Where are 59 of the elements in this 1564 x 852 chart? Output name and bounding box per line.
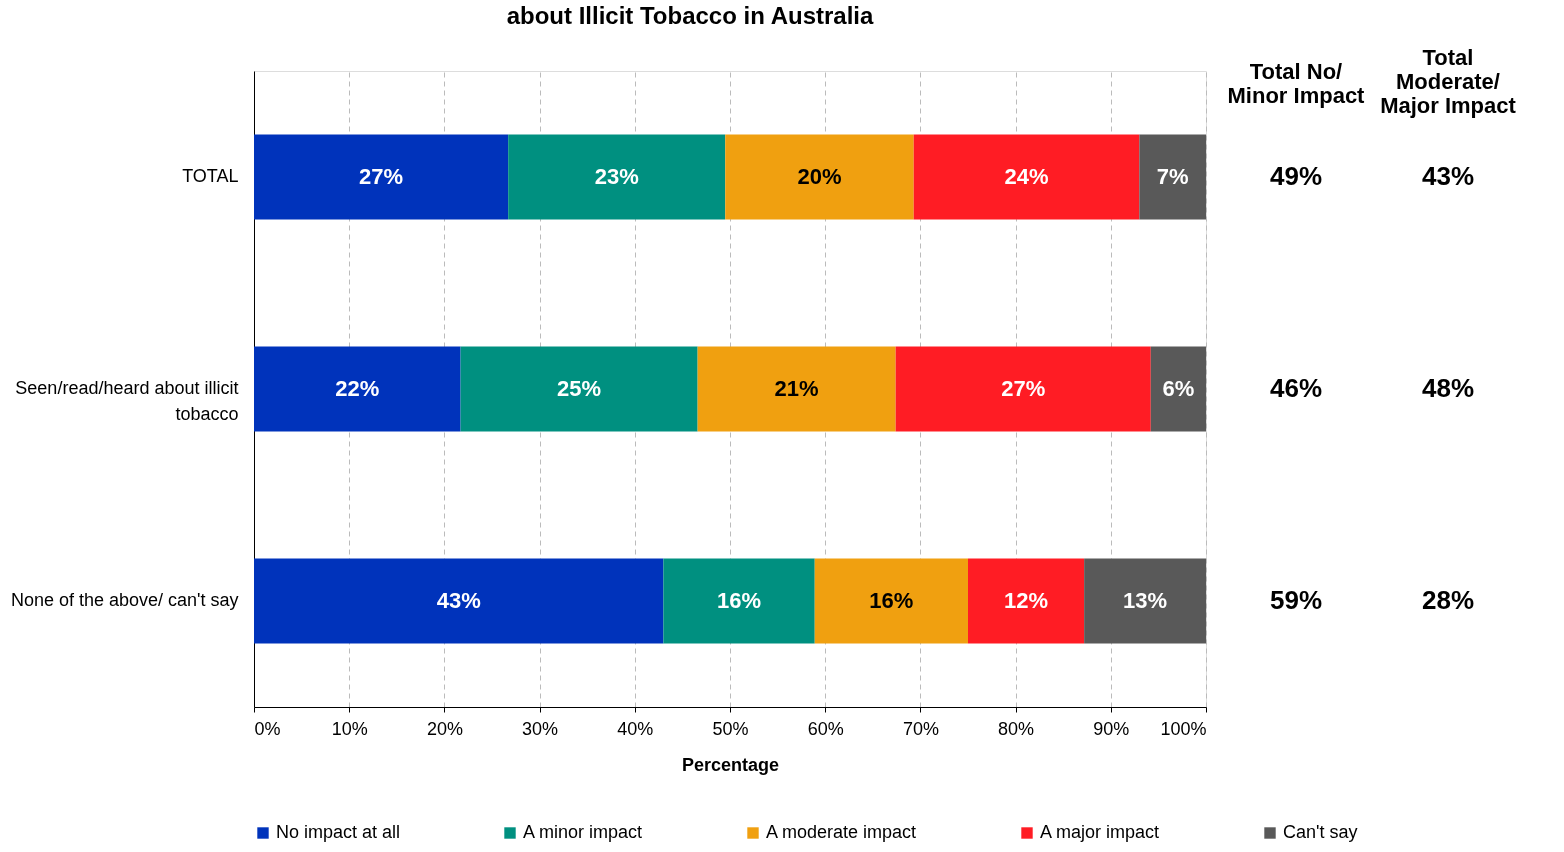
text: 43% [1421, 161, 1475, 191]
data-label: 22% [335, 376, 380, 401]
legend-label: Can't say [1283, 822, 1358, 842]
bar [254, 346, 461, 432]
text: 59% [1269, 585, 1323, 615]
data-label: 25% [557, 376, 602, 401]
x-tick-label: 70% [902, 718, 939, 739]
x-tick-label: 90% [1093, 718, 1130, 739]
bar [895, 346, 1151, 432]
bar [254, 134, 509, 220]
x-axis-title: Percentage [681, 754, 780, 775]
bar [697, 346, 896, 432]
x-tick-label: 10% [331, 718, 368, 739]
data-label: 6% [1162, 376, 1195, 401]
bar [1150, 346, 1206, 432]
y-tick-label: TOTAL [182, 166, 239, 186]
x-tick-label: 20% [426, 718, 463, 739]
x-tick-label: 0% [254, 718, 281, 739]
legend-label: No impact at all [276, 822, 401, 842]
y-tick-label: None of the above/ can't say [10, 590, 239, 610]
data-label: 16% [869, 588, 914, 613]
legend-label: A major impact [1040, 822, 1160, 842]
bar [1084, 558, 1206, 644]
bar [663, 558, 815, 644]
data-label: 43% [436, 588, 481, 613]
data-label: 20% [797, 164, 842, 189]
x-tick-label: 100% [1160, 718, 1207, 739]
data-label: 13% [1123, 588, 1168, 613]
bar [913, 134, 1140, 220]
x-tick-label: 40% [617, 718, 654, 739]
bar [725, 134, 914, 220]
x-tick-label: 50% [712, 718, 749, 739]
chart-title: about Illicit Tobacco in Australia [506, 2, 875, 29]
bar [968, 558, 1085, 644]
y-tick-label: Seen/read/heard about illicit tobacco [15, 378, 239, 424]
data-label: 27% [1001, 376, 1046, 401]
text: Total Moderate/ Major Impact [1380, 45, 1517, 118]
x-tick-label: 30% [522, 718, 559, 739]
text: 49% [1269, 161, 1323, 191]
data-label: 21% [774, 376, 819, 401]
data-label: 24% [1004, 164, 1049, 189]
bar [814, 558, 968, 644]
legend-label: A minor impact [523, 822, 643, 842]
bar [508, 134, 726, 220]
bar [1139, 134, 1206, 220]
x-tick-label: 80% [998, 718, 1035, 739]
x-tick-label: 60% [807, 718, 844, 739]
text: 48% [1421, 373, 1475, 403]
legend-label: A moderate impact [766, 822, 917, 842]
text: 46% [1269, 373, 1323, 403]
data-label: 16% [717, 588, 762, 613]
data-label: 23% [594, 164, 639, 189]
data-label: 12% [1004, 588, 1049, 613]
bar [254, 558, 664, 644]
data-label: 27% [359, 164, 404, 189]
data-label: 7% [1156, 164, 1189, 189]
bar [460, 346, 698, 432]
text: Total No/ Minor Impact [1227, 59, 1366, 108]
text: 28% [1421, 585, 1475, 615]
